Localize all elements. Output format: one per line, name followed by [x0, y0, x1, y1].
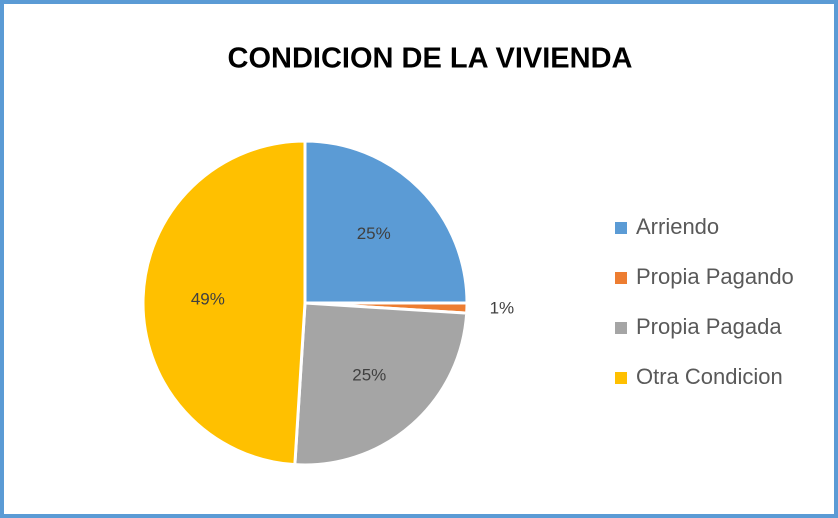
data-label: 25% — [357, 224, 391, 243]
legend-label: Otra Condicion — [636, 364, 783, 389]
pie-slice — [293, 301, 469, 467]
pie-slice — [303, 139, 469, 305]
legend-swatch — [615, 372, 627, 384]
legend-swatch — [615, 272, 627, 284]
legend-swatch — [615, 222, 627, 234]
data-label: 1% — [490, 298, 515, 317]
data-label: 25% — [352, 365, 386, 384]
legend-label: Propia Pagada — [636, 314, 782, 339]
legend-label: Arriendo — [636, 214, 719, 239]
chart-title: CONDICION DE LA VIVIENDA — [228, 43, 633, 75]
data-label: 49% — [191, 289, 225, 308]
pie-slice — [141, 139, 307, 467]
legend-label: Propia Pagando — [636, 264, 794, 289]
legend-swatch — [615, 322, 627, 334]
